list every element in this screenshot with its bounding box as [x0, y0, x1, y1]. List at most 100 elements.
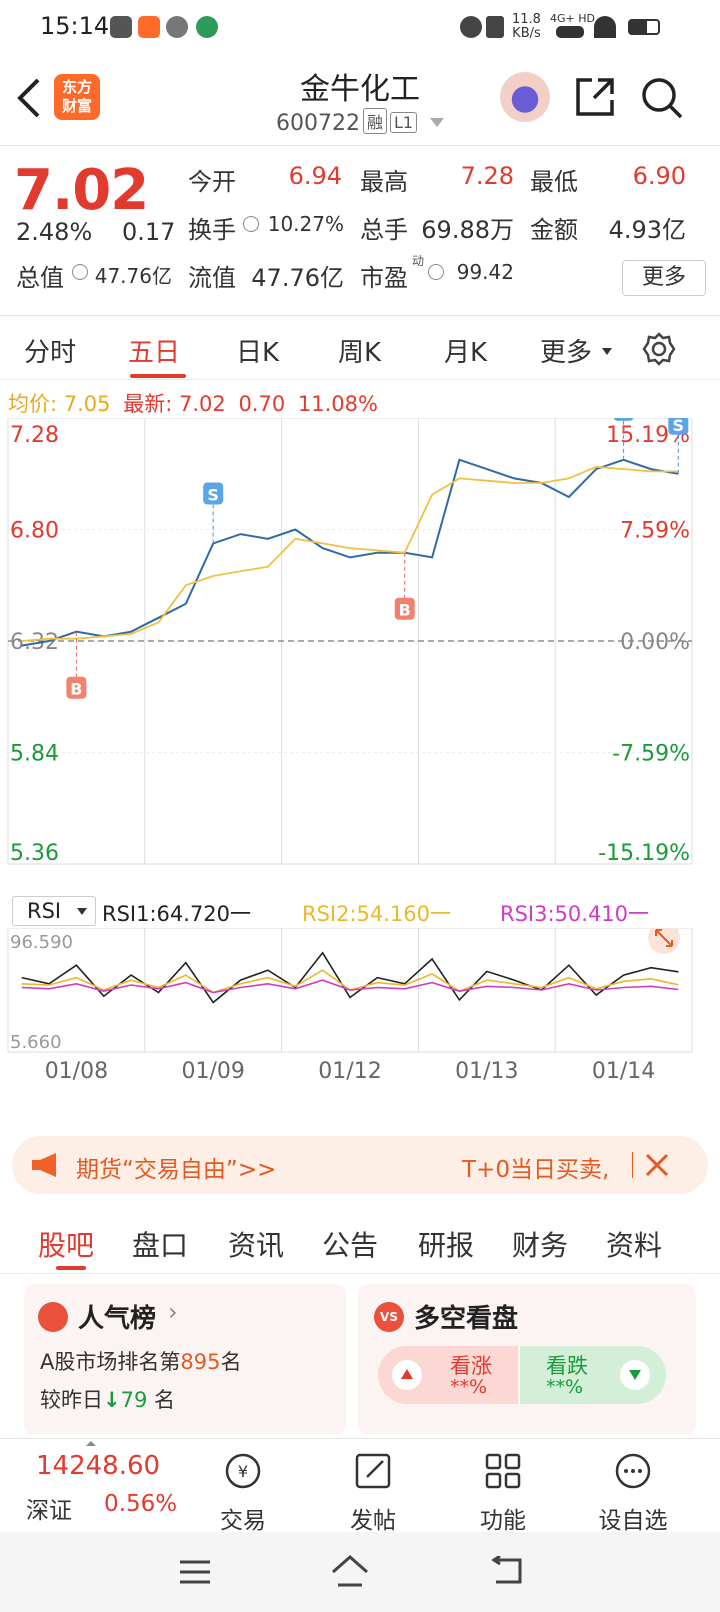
tab-pankou[interactable]: 盘口: [132, 1229, 189, 1262]
tab-research[interactable]: 研报: [418, 1229, 475, 1262]
app-logo[interactable]: 东方 财富: [54, 74, 100, 120]
nav-watchlist[interactable]: 设自选: [578, 1439, 688, 1535]
margin-tag: 融: [362, 108, 387, 134]
expand-icon[interactable]: [648, 928, 680, 954]
stock-header: 东方 财富 金牛化工 600722 融 L1: [0, 60, 720, 146]
index-change: 0.56%: [104, 1491, 178, 1517]
grid-icon: [485, 1453, 521, 1489]
index-name: 深证: [26, 1498, 72, 1524]
rank-prefix: A股市场排名第: [40, 1350, 181, 1374]
info-icon[interactable]: [243, 216, 259, 232]
alarm-icon: [460, 16, 482, 38]
search-icon[interactable]: [640, 76, 684, 120]
tab-profile[interactable]: 资料: [606, 1229, 663, 1262]
tab-weekly-k[interactable]: 周K: [338, 338, 382, 368]
menu-icon[interactable]: [178, 1558, 212, 1586]
robot-avatar-icon[interactable]: [500, 72, 550, 122]
y-right-tick: -7.59%: [612, 742, 690, 767]
nav-post[interactable]: 发帖: [318, 1439, 428, 1535]
five-day-chart[interactable]: 7.28 15.19%6.80 7.59%6.32 0.00%5.84 -7.59%5.…: [0, 418, 720, 888]
bull-button[interactable]: 看涨 **%: [378, 1346, 518, 1404]
expand-icon-bg: [648, 928, 680, 954]
wifi-icon: [594, 16, 616, 38]
gear-icon[interactable]: [642, 332, 676, 366]
indicator-select[interactable]: RSI: [12, 896, 96, 926]
index-quote[interactable]: 14248.60 深证 0.56%: [0, 1439, 200, 1533]
chevron-up-icon: [86, 1441, 96, 1446]
popularity-icon: [38, 1302, 68, 1332]
edit-icon: [355, 1453, 391, 1489]
sentiment-card[interactable]: VS 多空看盘 看涨 **% 看跌 **%: [358, 1284, 696, 1434]
network-type: 4G+ HD: [550, 12, 595, 25]
dropdown-icon[interactable]: [430, 118, 445, 127]
low-label: 最低: [530, 168, 578, 196]
nav-functions[interactable]: 功能: [448, 1439, 558, 1535]
open-label: 今开: [188, 168, 236, 196]
rank-value: 895: [180, 1350, 221, 1374]
turnover-value: 10.27%: [267, 212, 344, 236]
mail-app-icon: [138, 16, 160, 38]
avg-price-line: 均价: 7.05 最新: 7.02 0.70 11.08%: [8, 388, 378, 418]
banner-divider: [632, 1152, 633, 1178]
sell-marker: [613, 418, 634, 421]
active-tab-indicator: [130, 374, 186, 378]
float-label: 流值: [188, 264, 236, 292]
x-tick-label: 01/08: [45, 1059, 108, 1080]
mktcap-label: 总值: [16, 264, 64, 292]
tab-finance[interactable]: 财务: [512, 1229, 569, 1262]
tab-guba[interactable]: 股吧: [38, 1229, 95, 1262]
y-left-tick: 5.84: [10, 742, 59, 767]
buy-marker: [394, 597, 415, 620]
chevron-down-icon: [602, 348, 612, 355]
tab-five-day[interactable]: 五日: [128, 338, 181, 368]
tab-intraday[interactable]: 分时: [24, 338, 77, 368]
logo-line2: 财富: [61, 97, 92, 115]
y-right-tick: -15.19%: [598, 841, 690, 866]
stock-name: 金牛化工: [300, 72, 420, 107]
info-icon[interactable]: [72, 264, 88, 280]
banner-left-text: 期货“交易自由”>>: [76, 1157, 277, 1183]
nav-post-label: 发帖: [350, 1508, 396, 1534]
pe-value: 99.42: [456, 260, 514, 284]
avg-value: 7.05: [63, 392, 111, 416]
rsi1-label: RSI1:64.720一: [102, 902, 252, 926]
more-dots-icon: [615, 1453, 651, 1489]
nav-trade[interactable]: ¥ 交易: [188, 1439, 298, 1535]
home-icon[interactable]: [330, 1554, 370, 1588]
buy-marker: [66, 676, 87, 699]
share-icon[interactable]: [574, 76, 616, 118]
chart-period-tabs: 分时 五日 日K 周K 月K 更多: [0, 318, 720, 380]
tab-monthly-k[interactable]: 月K: [444, 338, 488, 368]
bear-value: **%: [546, 1376, 584, 1398]
more-button[interactable]: 更多: [622, 260, 706, 296]
tab-daily-k[interactable]: 日K: [236, 338, 280, 368]
popularity-card[interactable]: 人气榜 › A股市场排名第895名 较昨日↓79 名: [24, 1284, 346, 1434]
y-right-tick: 0.00%: [620, 630, 690, 655]
tab-announcement[interactable]: 公告: [322, 1229, 379, 1262]
mktcap-value: 47.76亿: [94, 264, 172, 288]
marker-label: B: [70, 680, 82, 699]
float-value: 47.76亿: [251, 264, 344, 292]
stock-code-row[interactable]: 600722 融 L1: [0, 108, 720, 136]
back-nav-icon[interactable]: [488, 1556, 524, 1586]
marker-label: S: [207, 485, 219, 504]
trade-icon: ¥: [225, 1453, 261, 1489]
net-speed-unit: KB/s: [512, 26, 541, 41]
rsi-chart[interactable]: 96.590 5.660 01/08 01/09 01/12 01/13 01/14: [0, 928, 720, 1080]
tab-more[interactable]: 更多: [540, 338, 593, 368]
bear-button[interactable]: 看跌 **%: [520, 1346, 666, 1404]
marker-label: B: [399, 601, 411, 620]
nav-watchlist-label: 设自选: [598, 1508, 668, 1534]
low-value: 6.90: [632, 162, 686, 190]
futures-banner[interactable]: 期货“交易自由”>> T+0当日买卖,: [12, 1136, 708, 1194]
rsi1-value: RSI1:64.720: [102, 902, 231, 926]
y-right-tick: 7.59%: [620, 519, 690, 544]
info-icon[interactable]: [428, 264, 444, 280]
back-icon[interactable]: [14, 76, 44, 120]
close-icon[interactable]: [644, 1152, 670, 1178]
volume-value: 69.88万: [421, 216, 514, 244]
latest-value: 7.02: [178, 392, 226, 416]
content-tabs: 股吧 盘口 资讯 公告 研报 财务 资料: [0, 1208, 720, 1274]
sell-marker: [203, 482, 224, 505]
tab-news[interactable]: 资讯: [228, 1229, 285, 1262]
